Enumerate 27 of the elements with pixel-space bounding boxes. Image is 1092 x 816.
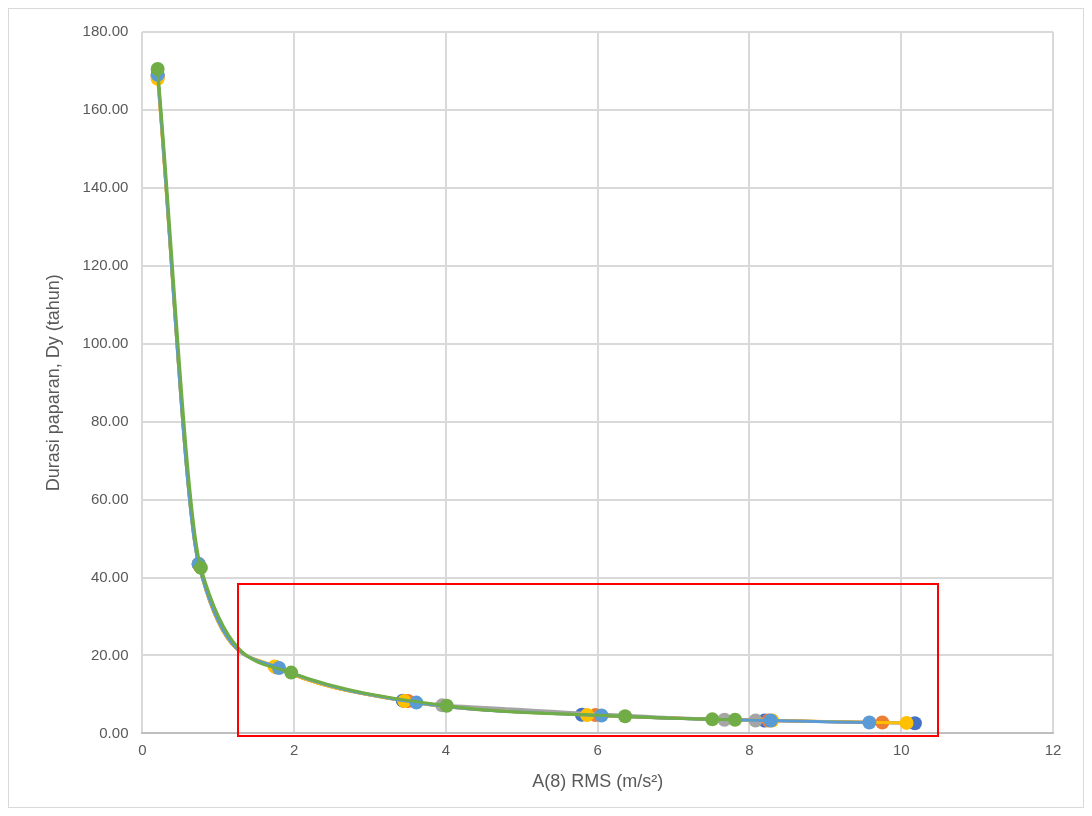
y-tick-label: 20.00: [90, 645, 129, 663]
point: [862, 715, 877, 730]
x-tick-label: 6: [593, 740, 602, 758]
y-tick-label: 120.00: [82, 255, 129, 273]
y-tick-label: 80.00: [90, 411, 129, 429]
point: [150, 62, 165, 77]
point: [705, 712, 720, 727]
y-tick-label: 140.00: [82, 178, 129, 196]
y-axis-title: Durasi paparan, Dy (tahun): [42, 274, 63, 492]
y-tick-label: 0.00: [99, 723, 129, 741]
point: [439, 698, 454, 713]
x-tick-label: 2: [290, 740, 299, 758]
y-tick-label: 160.00: [82, 100, 129, 118]
point: [899, 715, 914, 730]
x-tick-label: 4: [441, 740, 451, 758]
point: [728, 712, 743, 727]
x-tick-label: 8: [745, 740, 754, 758]
point: [284, 665, 299, 680]
y-tick-label: 40.00: [90, 567, 129, 585]
x-tick-label: 0: [138, 740, 147, 758]
y-tick-label: 60.00: [90, 489, 129, 507]
x-tick-label: 12: [1044, 740, 1062, 758]
x-tick-label: 10: [892, 740, 910, 758]
y-tick-label: 180.00: [82, 22, 129, 40]
x-axis-title: A(8) RMS (m/s²): [532, 771, 664, 792]
point: [618, 709, 633, 724]
y-tick-label: 100.00: [82, 333, 129, 351]
